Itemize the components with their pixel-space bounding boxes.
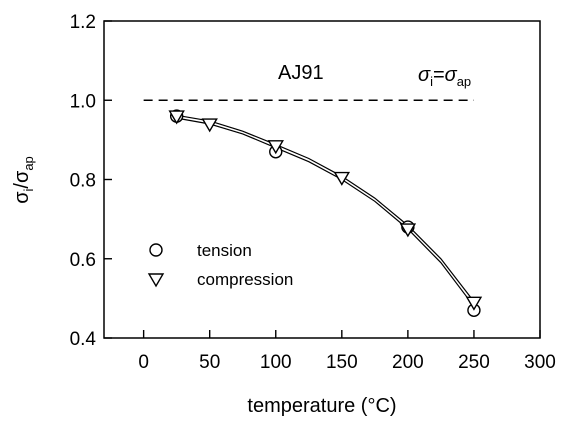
fit-curves bbox=[176, 114, 475, 307]
data-point-compression bbox=[399, 223, 417, 238]
data-point-compression bbox=[168, 110, 185, 125]
x-tick-label: 150 bbox=[326, 352, 358, 373]
x-tick-label: 100 bbox=[260, 352, 292, 373]
fit-line-tension bbox=[176, 117, 475, 307]
legend-label-tension: tension bbox=[197, 241, 252, 260]
y-axis-sub-ap: ap bbox=[21, 156, 36, 170]
y-tick-label: 0.8 bbox=[70, 171, 96, 192]
y-tick-label: 0.6 bbox=[70, 250, 96, 271]
x-tick-label: 300 bbox=[524, 352, 556, 373]
legend-label-compression: compression bbox=[197, 270, 293, 289]
y-axis-sigma-1: σ bbox=[11, 191, 33, 204]
x-tick-label: 250 bbox=[458, 352, 490, 373]
x-tick-label: 0 bbox=[138, 352, 149, 373]
fit-line-compression bbox=[176, 114, 475, 302]
reference-line-label: σi=σap bbox=[418, 64, 471, 89]
y-axis-slash: / bbox=[11, 183, 33, 189]
data-point-compression bbox=[333, 171, 351, 186]
x-tick-label: 200 bbox=[392, 352, 424, 373]
y-ticks: 0.4 0.6 0.8 1.0 1.2 bbox=[70, 12, 112, 350]
data-point-compression bbox=[201, 118, 218, 133]
legend: tension compression bbox=[147, 241, 293, 289]
y-tick-label: 1.2 bbox=[70, 12, 96, 33]
y-axis-sub-i: i bbox=[21, 188, 36, 191]
ref-equals: = bbox=[433, 64, 445, 86]
y-axis-sigma-2: σ bbox=[11, 170, 33, 183]
ref-sigma-1: σ bbox=[418, 64, 431, 86]
y-tick-label: 1.0 bbox=[70, 91, 96, 112]
x-tick-label: 50 bbox=[199, 352, 220, 373]
x-ticks: 0 50 100 150 200 250 300 bbox=[138, 330, 556, 373]
ref-sigma-2: σ bbox=[445, 64, 458, 86]
ref-sub-ap: ap bbox=[457, 74, 471, 89]
ref-sub-i: i bbox=[430, 74, 433, 89]
x-axis-title: temperature (°C) bbox=[247, 395, 396, 417]
annotation-label: AJ91 bbox=[278, 62, 324, 84]
data-point-compression bbox=[267, 140, 284, 155]
legend-marker-tension bbox=[149, 243, 163, 257]
data-points bbox=[168, 109, 483, 317]
y-axis-title: σi/σap bbox=[11, 156, 36, 204]
y-tick-label: 0.4 bbox=[70, 329, 97, 350]
data-point-compression bbox=[465, 296, 483, 311]
legend-marker-compression bbox=[147, 273, 165, 288]
